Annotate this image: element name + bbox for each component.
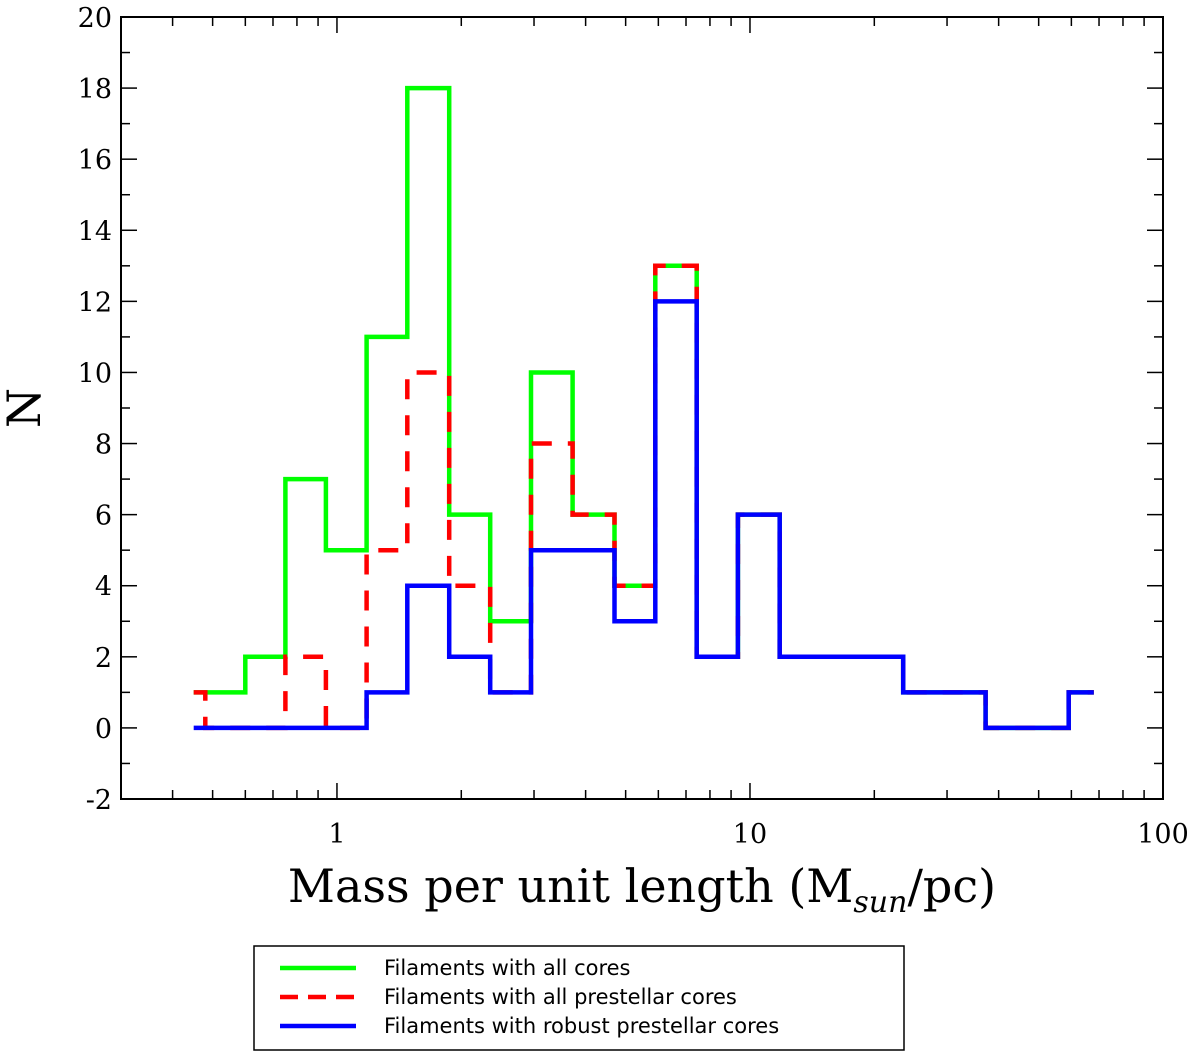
legend: Filaments with all cores Filaments with a…	[253, 945, 905, 1051]
legend-box	[253, 945, 905, 1051]
axis-ticks	[120, 16, 1163, 800]
y-tick-label: 14	[78, 216, 112, 247]
y-tick-label: -2	[86, 785, 112, 816]
y-tick-label: 10	[78, 358, 112, 389]
series-line-3	[193, 299, 1094, 731]
x-tick-label: 1	[328, 819, 345, 850]
y-tick-label: 4	[95, 572, 112, 603]
x-axis-title-main: Mass per unit length (M	[288, 859, 854, 913]
plot-frame	[120, 16, 1164, 800]
y-tick-label: 6	[95, 501, 112, 532]
y-tick-label: 2	[95, 643, 112, 674]
legend-label-2: Filaments with all prestellar cores	[384, 985, 737, 1009]
y-tick-label: 18	[78, 74, 112, 105]
tick-labels: 1 10 100 -2 0 2 4 6 8 10 12 14 16 18 20	[78, 3, 1189, 850]
y-axis-title: N	[0, 388, 51, 428]
x-axis-title-subscript: sun	[853, 885, 907, 920]
y-tick-label: 8	[95, 430, 112, 461]
x-axis-title: Mass per unit length (Msun/pc)	[288, 859, 996, 920]
y-tick-label: 12	[78, 287, 112, 318]
x-tick-label: 10	[733, 819, 767, 850]
legend-label-3: Filaments with robust prestellar cores	[384, 1014, 779, 1038]
y-tick-label: 0	[95, 714, 112, 745]
data-series	[193, 85, 1094, 731]
legend-label-1: Filaments with all cores	[384, 956, 631, 980]
x-axis-title-end: /pc)	[907, 859, 996, 913]
x-tick-label: 100	[1137, 819, 1189, 850]
y-tick-label: 16	[78, 145, 112, 176]
y-tick-label: 20	[78, 3, 112, 34]
